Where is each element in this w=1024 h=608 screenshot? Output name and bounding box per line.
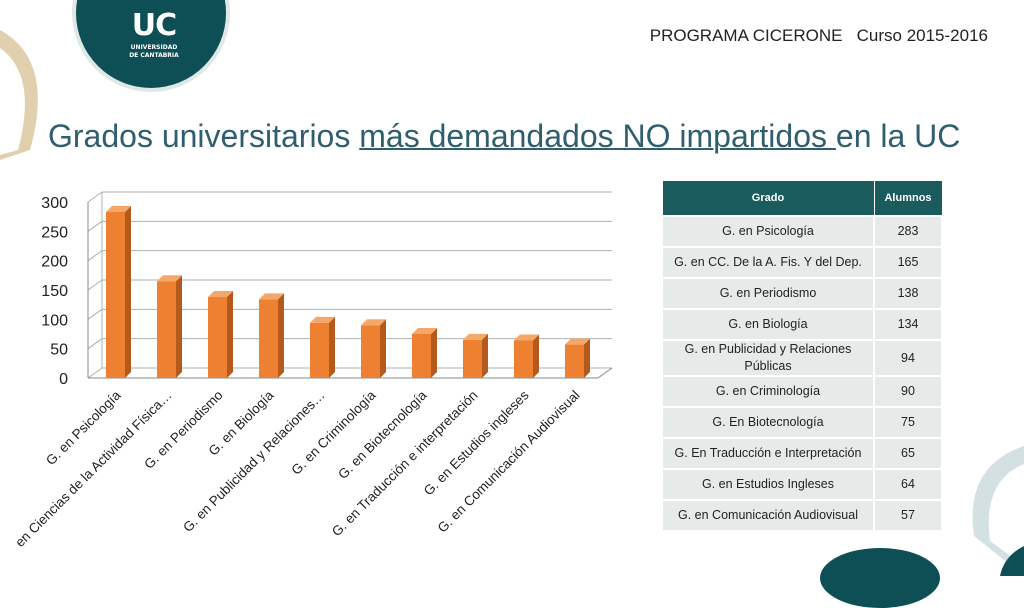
- bar-side: [482, 333, 488, 378]
- bar-top: [514, 334, 539, 341]
- bar: [208, 297, 227, 378]
- y-tick-label: 250: [41, 224, 68, 241]
- cell-alumnos: 165: [873, 246, 943, 279]
- y-tick-label: 150: [41, 283, 68, 300]
- y-tick-label: 50: [50, 342, 68, 359]
- program-name: PROGRAMA CICERONE: [649, 26, 843, 45]
- cell-grado: G. en Estudios Ingleses: [661, 468, 875, 501]
- gridline-side: [87, 220, 103, 232]
- bar: [565, 344, 584, 378]
- corner-decoration-top-left: [0, 30, 38, 160]
- cell-alumnos: 94: [873, 339, 943, 377]
- title-part-3: en la UC: [835, 118, 961, 154]
- cell-alumnos: 64: [873, 468, 943, 501]
- cell-alumnos: 57: [873, 499, 943, 532]
- table-row: G. en Periodismo 138: [661, 277, 943, 310]
- y-tick-label: 0: [59, 371, 68, 388]
- cell-grado: G. En Traducción e Interpretación: [661, 437, 875, 470]
- gridline-side: [87, 308, 103, 320]
- bar: [514, 340, 533, 378]
- bar: [106, 211, 125, 378]
- bar-top: [106, 205, 131, 212]
- bar: [361, 325, 380, 378]
- bar-side: [584, 338, 590, 378]
- x-tick-label: G. en Biotecnología: [335, 387, 430, 482]
- gridline-side: [87, 338, 103, 350]
- cell-alumnos: 283: [873, 215, 943, 248]
- bar-side: [125, 205, 131, 378]
- corner-decoration-bottom-right: [972, 446, 1024, 576]
- bar-side: [176, 275, 182, 378]
- logo-line-1: UNIVERSIDAD: [130, 44, 178, 51]
- gridline-side: [87, 367, 103, 379]
- cell-alumnos: 90: [873, 375, 943, 408]
- floor-edge: [597, 367, 613, 379]
- cell-alumnos: 65: [873, 437, 943, 470]
- table-row: G. en Publicidad y Relaciones Públicas 94: [661, 339, 943, 377]
- bar: [310, 322, 329, 378]
- bar-top: [157, 275, 182, 282]
- column-header-alumnos: Alumnos: [873, 180, 943, 217]
- gridline-side: [87, 250, 103, 262]
- cell-alumnos: 75: [873, 406, 943, 439]
- bar-side: [227, 291, 233, 378]
- corner-decoration-bottom: [820, 548, 940, 608]
- cell-grado: G. en Periodismo: [661, 277, 875, 310]
- table-row: G. en Psicología 283: [661, 215, 943, 248]
- bar-top: [361, 319, 386, 326]
- bar-top: [310, 316, 335, 323]
- table-row: G. en Comunicación Audiovisual 57: [661, 499, 943, 532]
- bar-side: [533, 334, 539, 378]
- course-year: Curso 2015-2016: [856, 26, 988, 45]
- table-row: G. En Biotecnología 75: [661, 406, 943, 439]
- cell-alumnos: 134: [873, 308, 943, 341]
- logo-text: UNIVERSIDAD DE CANTABRIA: [118, 44, 190, 60]
- bar-side: [329, 316, 335, 378]
- cell-grado: G. en Comunicación Audiovisual: [661, 499, 875, 532]
- y-tick-label: 100: [41, 312, 68, 329]
- x-tick-label: G. en Estudios ingleses: [421, 387, 532, 498]
- bar-side: [380, 319, 386, 378]
- table-row: G. en Criminología 90: [661, 375, 943, 408]
- bar-top: [259, 293, 284, 300]
- bar: [157, 281, 176, 378]
- gridline-side: [87, 191, 103, 203]
- cell-grado: G. en Publicidad y Relaciones Públicas: [661, 339, 875, 377]
- bar: [259, 299, 278, 378]
- bar-top: [208, 291, 233, 298]
- column-header-grado: Grado: [661, 180, 875, 217]
- table-header-row: Grado Alumnos: [661, 180, 943, 217]
- logo-line-2: DE CANTABRIA: [129, 52, 179, 59]
- table-row: G. en Estudios Ingleses 64: [661, 468, 943, 501]
- bar-top: [463, 333, 488, 340]
- cell-grado: G. en Biología: [661, 308, 875, 341]
- bar-top: [412, 328, 437, 334]
- cell-grado: G. en CC. De la A. Fis. Y del Dep.: [661, 246, 875, 279]
- cell-grado: G. en Psicología: [661, 215, 875, 248]
- header-program: PROGRAMA CICERONE Curso 2015-2016: [650, 26, 988, 46]
- bar-side: [278, 293, 284, 378]
- data-table: Grado Alumnos G. en Psicología 283 G. en …: [661, 180, 943, 532]
- x-tick-label: G. en Criminología: [288, 387, 379, 478]
- table-row: G. en Biología 134: [661, 308, 943, 341]
- title-part-1: Grados universitarios: [48, 118, 360, 154]
- y-tick-label: 300: [41, 195, 68, 212]
- bar-top: [565, 338, 590, 345]
- bar-side: [431, 328, 437, 378]
- table-row: G. en CC. De la A. Fis. Y del Dep. 165: [661, 246, 943, 279]
- slide-title: Grados universitarios más demandados NO …: [48, 118, 960, 155]
- cell-grado: G. En Biotecnología: [661, 406, 875, 439]
- bar: [412, 334, 431, 378]
- gridline-side: [87, 279, 103, 291]
- logo-mark: UC: [131, 8, 177, 43]
- bar: [463, 339, 482, 378]
- cell-grado: G. en Criminología: [661, 375, 875, 408]
- y-tick-label: 200: [41, 254, 68, 271]
- title-part-2-underlined: más demandados NO impartidos: [359, 118, 836, 154]
- table-row: G. En Traducción e Interpretación 65: [661, 437, 943, 470]
- cell-alumnos: 138: [873, 277, 943, 310]
